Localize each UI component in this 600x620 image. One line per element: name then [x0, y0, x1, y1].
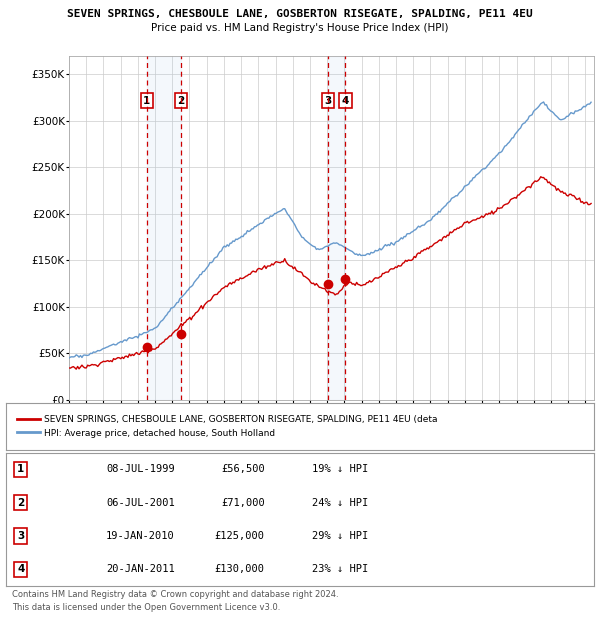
Text: 4: 4 — [341, 95, 349, 105]
Text: £56,500: £56,500 — [221, 464, 265, 474]
Text: 3: 3 — [17, 531, 25, 541]
Bar — [147, 56, 181, 400]
Text: SEVEN SPRINGS, CHESBOULE LANE, GOSBERTON RISEGATE, SPALDING, PE11 4EU: SEVEN SPRINGS, CHESBOULE LANE, GOSBERTON… — [67, 9, 533, 19]
Text: £71,000: £71,000 — [221, 498, 265, 508]
Text: 29% ↓ HPI: 29% ↓ HPI — [312, 531, 368, 541]
Text: 4: 4 — [17, 564, 25, 574]
Legend: SEVEN SPRINGS, CHESBOULE LANE, GOSBERTON RISEGATE, SPALDING, PE11 4EU (deta, HPI: SEVEN SPRINGS, CHESBOULE LANE, GOSBERTON… — [13, 412, 441, 441]
Text: 1: 1 — [143, 95, 151, 105]
Text: £130,000: £130,000 — [215, 564, 265, 574]
Text: 08-JUL-1999: 08-JUL-1999 — [106, 464, 175, 474]
Text: 1: 1 — [17, 464, 25, 474]
Text: 20-JAN-2011: 20-JAN-2011 — [106, 564, 175, 574]
Text: 19-JAN-2010: 19-JAN-2010 — [106, 531, 175, 541]
Text: £125,000: £125,000 — [215, 531, 265, 541]
Text: 2: 2 — [178, 95, 185, 105]
Text: 24% ↓ HPI: 24% ↓ HPI — [312, 498, 368, 508]
Text: 06-JUL-2001: 06-JUL-2001 — [106, 498, 175, 508]
Text: 23% ↓ HPI: 23% ↓ HPI — [312, 564, 368, 574]
Text: Contains HM Land Registry data © Crown copyright and database right 2024.: Contains HM Land Registry data © Crown c… — [12, 590, 338, 600]
Text: Price paid vs. HM Land Registry's House Price Index (HPI): Price paid vs. HM Land Registry's House … — [151, 23, 449, 33]
Text: 3: 3 — [325, 95, 332, 105]
Bar — [328, 56, 345, 400]
Text: 19% ↓ HPI: 19% ↓ HPI — [312, 464, 368, 474]
Text: 2: 2 — [17, 498, 25, 508]
Text: This data is licensed under the Open Government Licence v3.0.: This data is licensed under the Open Gov… — [12, 603, 280, 612]
